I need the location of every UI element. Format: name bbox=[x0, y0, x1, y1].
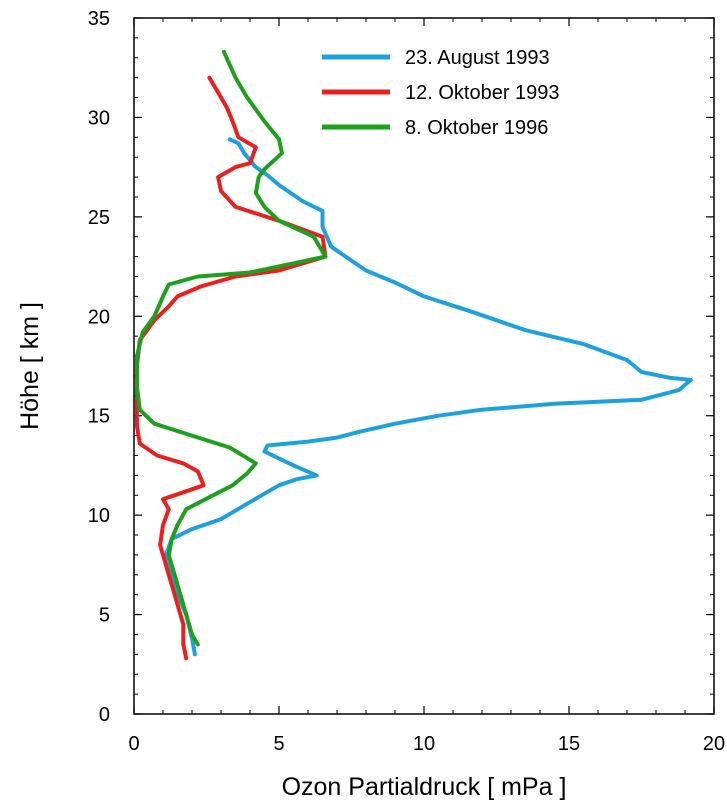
y-tick-label: 25 bbox=[88, 207, 110, 229]
x-tick-label: 10 bbox=[413, 733, 435, 755]
y-tick-label: 15 bbox=[88, 406, 110, 428]
legend: 23. August 1993 12. Oktober 1993 8. Oktobe… bbox=[322, 47, 560, 139]
legend-label-1: 23. August 1993 bbox=[405, 47, 550, 69]
x-axis: 0 5 10 15 20 bbox=[128, 18, 725, 755]
y-tick-label: 0 bbox=[99, 704, 110, 726]
series-layer bbox=[134, 49, 693, 661]
legend-label-2: 12. Oktober 1993 bbox=[405, 82, 560, 104]
y-axis: 0 5 10 15 20 25 30 35 bbox=[88, 8, 714, 726]
y-tick-label: 20 bbox=[88, 306, 110, 328]
series-line-1 bbox=[163, 137, 693, 657]
y-axis-title: Höhe [ km ] bbox=[16, 302, 44, 430]
legend-label-3: 8. Oktober 1996 bbox=[405, 117, 548, 139]
series-line-2 bbox=[134, 75, 328, 661]
y-tick-label: 5 bbox=[99, 605, 110, 627]
y-tick-label: 10 bbox=[88, 505, 110, 527]
x-tick-label: 15 bbox=[558, 733, 580, 755]
series-line-3 bbox=[134, 49, 328, 647]
y-tick-label: 30 bbox=[88, 107, 110, 129]
x-tick-label: 20 bbox=[703, 733, 725, 755]
y-tick-label: 35 bbox=[88, 8, 110, 30]
x-tick-label: 0 bbox=[128, 733, 139, 755]
x-axis-title: Ozon Partialdruck [ mPa ] bbox=[282, 773, 567, 801]
x-tick-label: 5 bbox=[273, 733, 284, 755]
